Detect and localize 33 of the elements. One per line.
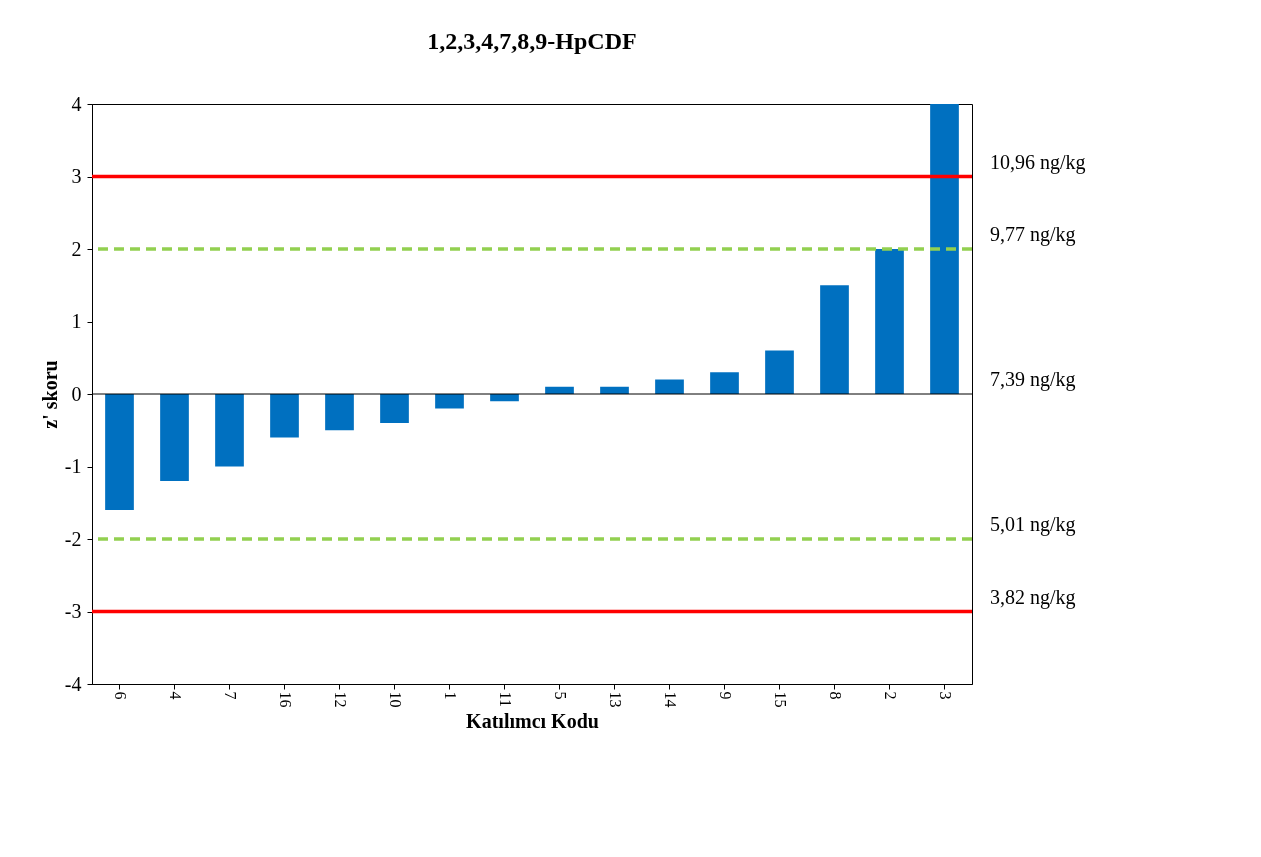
x-tick-label: 2 bbox=[881, 691, 899, 700]
ref-line-label: 7,39 ng/kg bbox=[990, 368, 1076, 391]
x-tick-label: 1 bbox=[441, 691, 459, 700]
x-tick-label: 11 bbox=[496, 691, 514, 707]
x-tick-label: 12 bbox=[331, 691, 349, 708]
x-tick-label: 16 bbox=[276, 691, 294, 708]
x-tick-label: 15 bbox=[771, 691, 789, 708]
y-tick-label: 0 bbox=[71, 382, 82, 405]
x-tick-label: 4 bbox=[166, 691, 184, 700]
x-tick-label: 8 bbox=[826, 691, 844, 700]
y-tick-label: 2 bbox=[71, 237, 82, 260]
ref-line-label: 9,77 ng/kg bbox=[990, 223, 1076, 246]
x-tick-label: 14 bbox=[661, 691, 679, 708]
ref-line-label: 5,01 ng/kg bbox=[990, 513, 1076, 536]
x-tick-label: 10 bbox=[386, 691, 404, 708]
y-axis-title: z' skoru bbox=[38, 360, 61, 429]
x-tick-label: 13 bbox=[606, 691, 624, 708]
ref-line-label: 10,96 ng/kg bbox=[990, 150, 1086, 174]
y-tick-label: -2 bbox=[64, 527, 82, 550]
y-tick-label: 4 bbox=[71, 92, 82, 115]
x-tick-label: 5 bbox=[551, 691, 569, 700]
x-tick-label: 7 bbox=[221, 691, 239, 700]
y-tick-label: -3 bbox=[64, 600, 82, 622]
chart-title: 1,2,3,4,7,8,9-HpCDF bbox=[427, 28, 637, 54]
x-axis-title: Katılımcı Kodu bbox=[466, 709, 599, 732]
y-tick-label: 3 bbox=[71, 165, 82, 187]
y-tick-label: 1 bbox=[71, 310, 82, 332]
y-tick-label: -4 bbox=[64, 672, 82, 695]
y-tick-label: -1 bbox=[64, 455, 82, 477]
x-tick-label: 6 bbox=[111, 691, 129, 700]
x-tick-label: 3 bbox=[936, 691, 954, 700]
ref-line-label: 3,82 ng/kg bbox=[990, 585, 1076, 609]
x-tick-label: 9 bbox=[716, 691, 734, 700]
